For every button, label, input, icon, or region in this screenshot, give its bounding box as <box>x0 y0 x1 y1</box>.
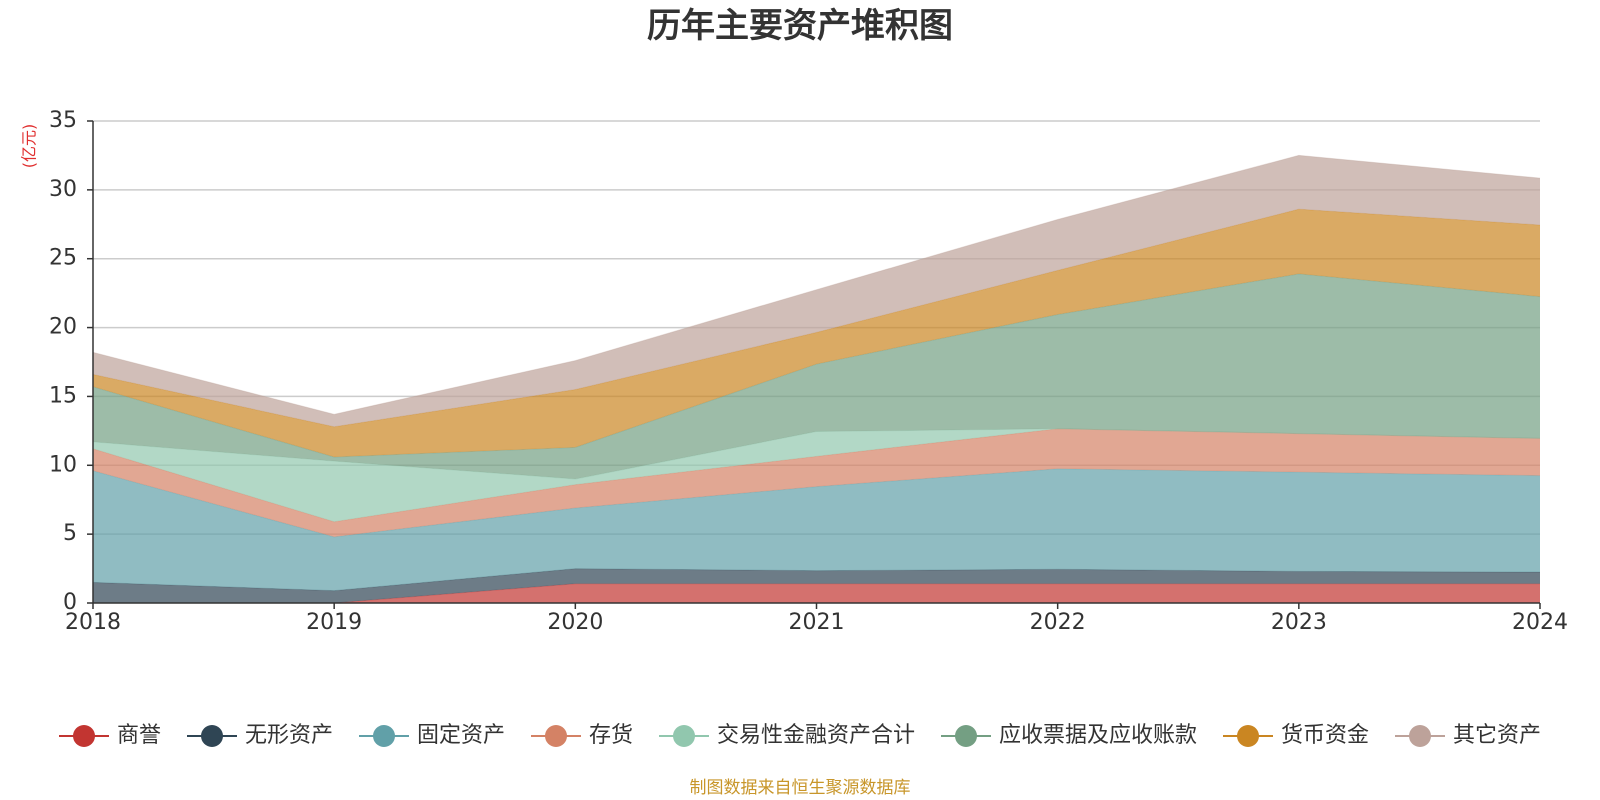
legend-item-6[interactable]: 货币资金 <box>1223 723 1369 748</box>
legend-circle-icon <box>201 725 223 747</box>
legend-label: 固定资产 <box>417 723 505 748</box>
legend-item-2[interactable]: 固定资产 <box>359 723 505 748</box>
axes: 0 5 10 15 20 25 30 35 2018 2019 2020 2021 2022 2023 20… <box>49 108 1568 635</box>
data-source-note: 制图数据来自恒生聚源数据库 <box>690 778 911 798</box>
area-series-0[interactable] <box>93 583 1540 603</box>
x-tick-label: 2020 <box>547 610 603 635</box>
x-tick-label: 2024 <box>1512 610 1568 635</box>
y-tick-label: 0 <box>63 590 77 615</box>
area-series-group <box>92 154 1541 604</box>
x-tick-label: 2021 <box>789 610 845 635</box>
area-series-edge-7 <box>92 154 1541 415</box>
area-series-3[interactable] <box>93 428 1540 537</box>
legend-item-7[interactable]: 其它资产 <box>1395 723 1541 748</box>
chart-title: 历年主要资产堆积图 <box>647 6 953 46</box>
area-series-5[interactable] <box>93 273 1540 480</box>
legend-item-0[interactable]: 商誉 <box>59 723 161 748</box>
y-tick-label: 10 <box>49 452 77 477</box>
legend-item-5[interactable]: 应收票据及应收账款 <box>941 723 1197 748</box>
y-tick-label: 25 <box>49 246 77 271</box>
legend-label: 货币资金 <box>1281 723 1369 748</box>
y-axis-unit-label: (亿元) <box>20 124 39 169</box>
y-tick-label: 20 <box>49 315 77 340</box>
y-tick-label: 30 <box>49 177 77 202</box>
legend: 商誉 无形资产 固定资产 存货 交易性金融资产合计 应收票据及应收账款 货币资金 其它资产 <box>59 723 1541 748</box>
legend-circle-icon <box>673 725 695 747</box>
legend-circle-icon <box>73 725 95 747</box>
y-tick-label: 35 <box>49 108 77 133</box>
area-series-7[interactable] <box>93 155 1540 427</box>
x-tick-label: 2023 <box>1271 610 1327 635</box>
legend-label: 应收票据及应收账款 <box>999 723 1197 748</box>
area-series-4[interactable] <box>93 428 1540 522</box>
legend-item-1[interactable]: 无形资产 <box>187 723 333 748</box>
x-tick-label: 2022 <box>1030 610 1086 635</box>
legend-label: 无形资产 <box>245 723 333 748</box>
legend-label: 其它资产 <box>1453 723 1541 748</box>
x-tick-label: 2018 <box>65 610 121 635</box>
legend-circle-icon <box>1237 725 1259 747</box>
area-series-2[interactable] <box>93 468 1540 591</box>
area-series-1[interactable] <box>93 568 1540 603</box>
y-tick-label: 15 <box>49 383 77 408</box>
y-tick-label: 5 <box>63 521 77 546</box>
area-series-6[interactable] <box>93 209 1540 458</box>
legend-item-4[interactable]: 交易性金融资产合计 <box>659 723 915 748</box>
legend-label: 存货 <box>589 723 633 748</box>
legend-label: 商誉 <box>117 723 161 748</box>
legend-circle-icon <box>955 725 977 747</box>
legend-circle-icon <box>545 725 567 747</box>
legend-circle-icon <box>1409 725 1431 747</box>
legend-circle-icon <box>373 725 395 747</box>
legend-item-3[interactable]: 存货 <box>531 723 633 748</box>
x-tick-label: 2019 <box>306 610 362 635</box>
legend-label: 交易性金融资产合计 <box>717 723 915 748</box>
